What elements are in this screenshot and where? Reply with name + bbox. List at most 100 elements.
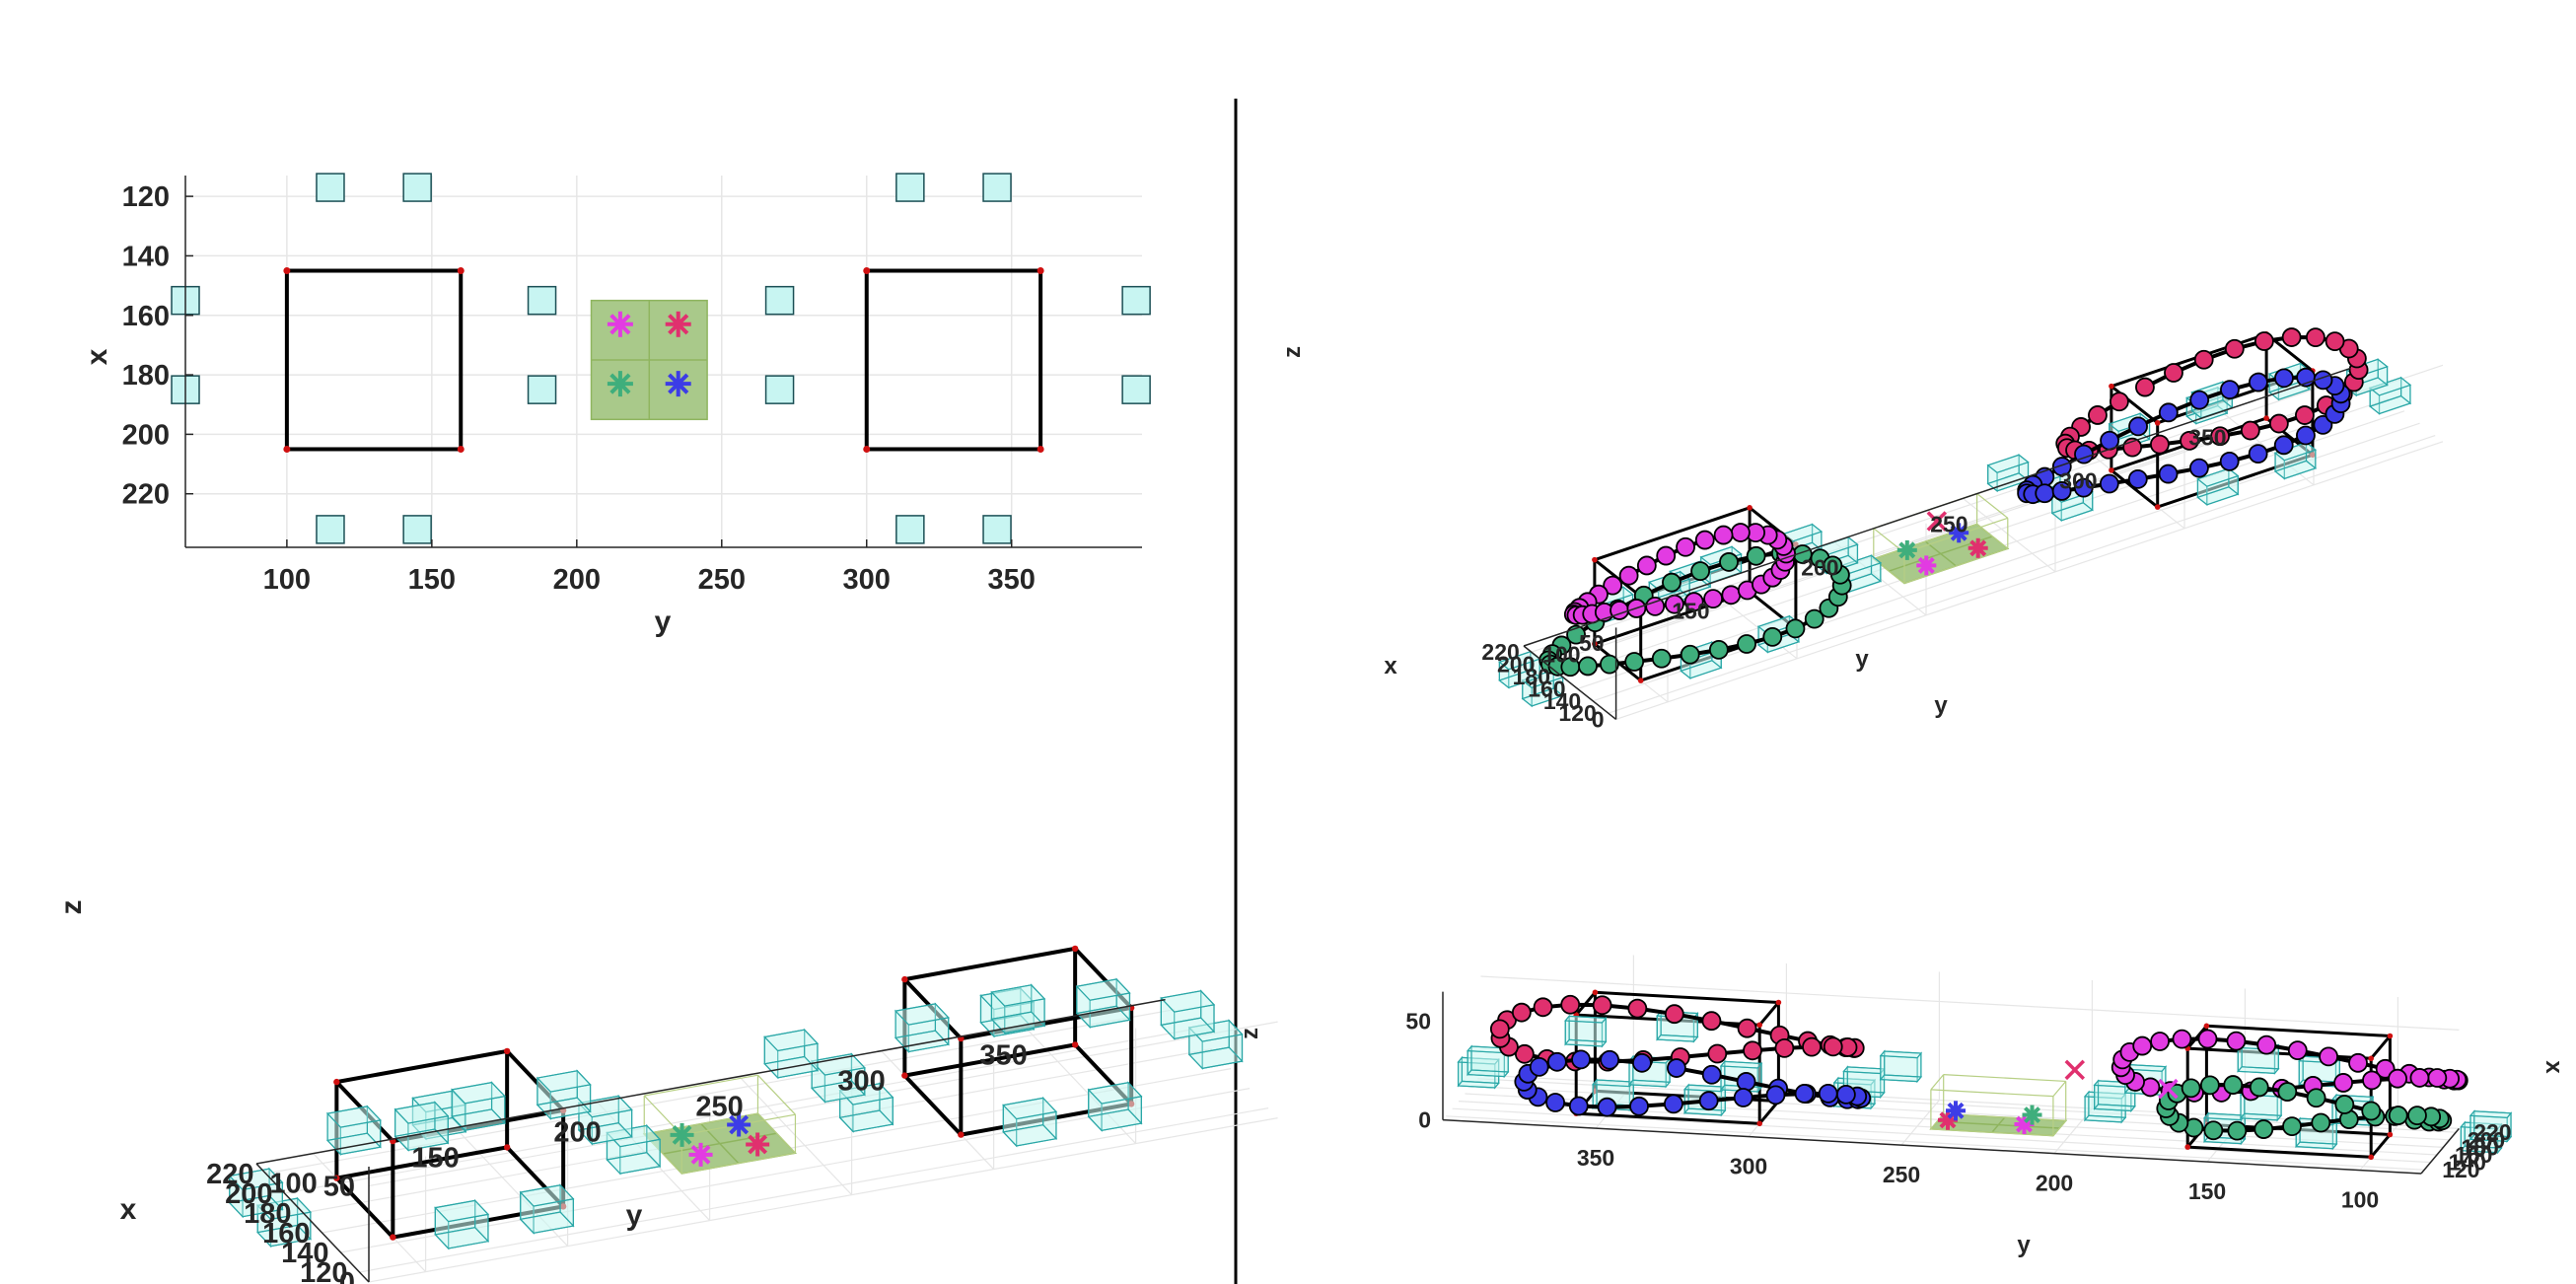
trajectory-blue-waypoint (2189, 390, 2210, 410)
room-corner-point (901, 1072, 908, 1079)
trajectory-green-waypoint (1804, 608, 1825, 629)
agent-start-marker (727, 1112, 751, 1137)
obstacle-cube-face (434, 1227, 490, 1249)
obstacle-cube-face (1680, 660, 1723, 679)
agent-start-marker (670, 1122, 694, 1147)
obstacle-cube-face (990, 1011, 1046, 1034)
obstacle-cube-face (2083, 1114, 2127, 1123)
agent-start-marker-stroke (1898, 541, 1916, 559)
goal-region-3d-wire-edge (1943, 1074, 2066, 1083)
obstacle-cube-face (2469, 1134, 2513, 1142)
obstacle-block (1121, 285, 1151, 316)
trajectory-blue-waypoint (1733, 1088, 1753, 1107)
iso-front-ytick-label: 100 (1542, 641, 1580, 667)
trajectory-blue-waypoint (1818, 1083, 1838, 1104)
obstacle-cube-face (1087, 1082, 1143, 1105)
room-corner-point (1071, 945, 1079, 953)
trajectory-crimson-waypoint (2180, 430, 2199, 451)
room-frame-edge (902, 977, 963, 1040)
agent-start-marker (665, 371, 691, 397)
top-view-xtick-label: 200 (553, 564, 601, 596)
iso-static-ytick-label: 350 (979, 1040, 1027, 1072)
trajectory-crimson-waypoint (2135, 377, 2155, 397)
obstacle-cube-face (228, 1194, 284, 1218)
room-corner-point (1071, 1041, 1079, 1048)
iso-front-xtick-label: 160 (1528, 676, 1565, 701)
room-corner-point (1637, 678, 1644, 683)
obstacle-cube-face (2469, 1110, 2513, 1118)
obstacle-cube (606, 1123, 662, 1176)
iso-back-ytick-label: 300 (1730, 1154, 1767, 1179)
trajectory-green-waypoint (1578, 656, 1598, 677)
room-corner-point (958, 1131, 965, 1138)
trajectory-blue-waypoint (2099, 473, 2119, 494)
trajectory-crimson-waypoint (2164, 363, 2183, 383)
iso-static-ztick-label: 0 (339, 1267, 355, 1284)
obstacle-cube-face (577, 1095, 633, 1118)
room-frame-edge (1758, 1100, 1780, 1125)
room-corner-point (2184, 1144, 2190, 1150)
obstacle-cube-face (1466, 1069, 1510, 1078)
room-corner-point (2310, 452, 2316, 459)
iso-front-floor-gridline (1833, 540, 1927, 616)
agent-end-marker-stroke (2064, 1059, 2086, 1081)
obstacle-cube-face (2368, 394, 2412, 415)
iso-static-xtick-label: 220 (206, 1159, 253, 1190)
trajectory-green-waypoint (2181, 1078, 2201, 1099)
obstacle-cube-face (838, 1083, 894, 1106)
trajectory-green-waypoint (1662, 572, 1682, 593)
obstacle-cube-face (1457, 1056, 1500, 1065)
iso-back-ytick-label: 100 (2341, 1187, 2379, 1213)
room-frame-edge (335, 1145, 508, 1180)
trajectory-magenta-waypoint (2132, 1035, 2153, 1056)
obstacle-cube (1466, 1044, 1510, 1079)
trajectory-magenta-waypoint (1721, 585, 1742, 606)
agent-start-marker-stroke (1969, 539, 1987, 557)
trajectory-crimson-waypoint (2268, 413, 2289, 434)
trajectory-magenta-waypoint (2388, 1068, 2407, 1089)
obstacle-cube-face (1187, 1020, 1244, 1042)
trajectory-blue-waypoint (2248, 444, 2268, 464)
trajectory-blue-waypoint (1664, 1094, 1683, 1114)
trajectory-magenta-waypoint (1656, 545, 1677, 566)
trajectory-blue-waypoint (2189, 458, 2209, 478)
iso-static-ytick-label: 200 (553, 1117, 601, 1149)
room-corner-point (457, 445, 465, 453)
trajectory-magenta-waypoint (2150, 1032, 2170, 1051)
room-frame-edge (2370, 1034, 2392, 1060)
iso-back-xtick-label: 200 (2468, 1127, 2505, 1153)
obstacle-cube-face (1498, 669, 1541, 689)
obstacle-cube-face (256, 1197, 313, 1221)
trajectory-blue-waypoint (2273, 435, 2294, 456)
trajectory-magenta-waypoint (1636, 555, 1657, 576)
room-frame-edge (505, 1049, 565, 1112)
obstacle-cube (810, 1052, 866, 1104)
goal-region-3d-wire-edge (1976, 493, 2009, 519)
obstacle-cube-face (1719, 1060, 1763, 1069)
trajectory-blue-waypoint (2051, 481, 2072, 501)
top-view-xtick-label: 350 (988, 564, 1036, 596)
iso-static-axis-line (255, 1163, 370, 1283)
trajectory-green-waypoint (2361, 1101, 2382, 1121)
obstacle-cube (979, 986, 1036, 1038)
obstacle-cube (763, 1028, 820, 1080)
trajectory-blue-waypoint (1794, 1084, 1815, 1104)
trajectory-blue-waypoint (1600, 1049, 1620, 1070)
iso-traj-back-ylabel: y (2017, 1232, 2031, 1258)
obstacle-cube-face (606, 1152, 662, 1175)
room-corner-point (283, 445, 291, 453)
trajectory-blue-waypoint (1546, 1051, 1567, 1072)
goal-region-3d (1872, 492, 2010, 585)
trajectory-blue-waypoint (1568, 1096, 1589, 1116)
agent-end-marker (1926, 511, 1948, 532)
trajectory-magenta-waypoint (2197, 1029, 2218, 1049)
room-corner-point (901, 975, 908, 983)
room-frame-edge (1758, 1001, 1780, 1027)
iso-static-xtick-label: 140 (281, 1238, 328, 1269)
obstacle-cube-face (1002, 1097, 1058, 1120)
trajectory-green-waypoint (2282, 1116, 2302, 1137)
obstacle-cube-face (763, 1029, 820, 1052)
iso-back-ytick-label: 200 (2036, 1171, 2073, 1196)
